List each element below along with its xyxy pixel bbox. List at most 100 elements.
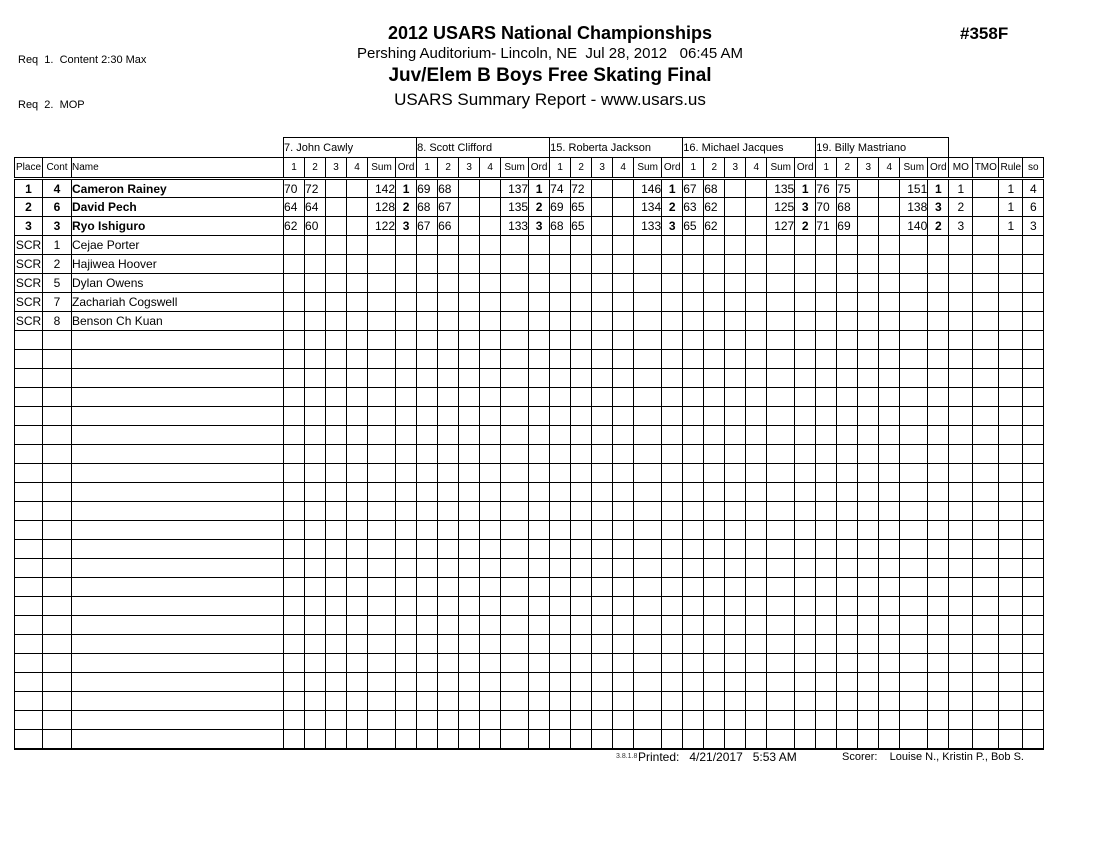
sum-cell (500, 615, 530, 635)
score-cell (815, 729, 838, 750)
sum-cell (766, 311, 796, 331)
score-cell (437, 254, 460, 274)
score-cell (458, 178, 481, 198)
score-cell (857, 463, 880, 483)
sum-cell: 122 (367, 216, 397, 236)
sum-cell (367, 292, 397, 312)
ord-cell (927, 672, 950, 692)
score-cell (416, 311, 439, 331)
score-cell (836, 444, 859, 464)
score-cell (479, 520, 502, 540)
score-cell (878, 501, 901, 521)
score-cell (416, 349, 439, 369)
score-cell (570, 444, 593, 464)
score-cell (815, 235, 838, 255)
score-cell (745, 273, 768, 293)
ord-cell (794, 729, 817, 750)
place-cell (14, 596, 43, 616)
score-cell (304, 482, 327, 502)
score-cell (283, 349, 306, 369)
score-cell: 62 (703, 216, 726, 236)
score-cell (458, 330, 481, 350)
ord-cell (395, 349, 418, 369)
score-cell (570, 615, 593, 635)
score-cell (458, 197, 481, 217)
score-cell (458, 216, 481, 236)
rule-cell (998, 425, 1024, 445)
name-cell (70, 501, 285, 521)
so-cell (1022, 520, 1045, 540)
score-cell (416, 520, 439, 540)
name-cell (70, 387, 285, 407)
ord-cell (927, 406, 950, 426)
tmo-cell (972, 273, 1000, 293)
mo-cell (948, 254, 974, 274)
tmo-cell (972, 634, 1000, 654)
ord-cell (395, 387, 418, 407)
sum-cell (500, 330, 530, 350)
tmo-cell (972, 406, 1000, 426)
score-cell (878, 729, 901, 750)
score-cell (416, 691, 439, 711)
score-cell (304, 634, 327, 654)
score-cell (416, 634, 439, 654)
sum-cell (633, 235, 663, 255)
sum-cell (899, 235, 929, 255)
ord-cell (528, 235, 551, 255)
empty-row (14, 520, 1045, 540)
cont-cell: 7 (42, 292, 72, 312)
cont-cell (42, 596, 72, 616)
ord-cell (528, 387, 551, 407)
mo-cell (948, 311, 974, 331)
score-cell (703, 463, 726, 483)
score-cell (325, 558, 348, 578)
score-cell (703, 729, 726, 750)
so-cell (1022, 558, 1045, 578)
score-cell (836, 235, 859, 255)
score-cell (857, 501, 880, 521)
col-header-score: 3 (458, 157, 481, 180)
score-cell (815, 577, 838, 597)
score-cell (682, 691, 705, 711)
score-cell (878, 197, 901, 217)
score-cell (479, 311, 502, 331)
sum-cell (766, 349, 796, 369)
mo-cell (948, 577, 974, 597)
sum-cell (633, 539, 663, 559)
place-cell (14, 691, 43, 711)
col-header-score: 1 (416, 157, 439, 180)
sum-cell (500, 368, 530, 388)
score-cell (304, 577, 327, 597)
score-cell (878, 425, 901, 445)
score-cell (836, 311, 859, 331)
score-cell (612, 577, 635, 597)
ord-cell: 1 (794, 178, 817, 198)
score-cell (549, 691, 572, 711)
sum-cell (633, 710, 663, 730)
place-cell: SCR (14, 292, 43, 312)
ord-cell (661, 425, 684, 445)
score-cell (857, 729, 880, 750)
ord-cell (395, 634, 418, 654)
score-cell (745, 596, 768, 616)
score-cell (836, 387, 859, 407)
place-cell (14, 710, 43, 730)
ord-cell (794, 634, 817, 654)
score-cell (549, 558, 572, 578)
score-cell: 74 (549, 178, 572, 198)
score-cell (304, 710, 327, 730)
col-header-sum: Sum (899, 157, 929, 180)
ord-cell (794, 425, 817, 445)
ord-cell (794, 368, 817, 388)
score-cell (591, 292, 614, 312)
cont-cell (42, 653, 72, 673)
score-cell (703, 273, 726, 293)
score-cell (437, 292, 460, 312)
ord-cell (661, 596, 684, 616)
name-cell (70, 444, 285, 464)
score-cell (325, 482, 348, 502)
tmo-cell (972, 539, 1000, 559)
score-cell (703, 520, 726, 540)
ord-cell: 2 (927, 216, 950, 236)
score-cell (346, 197, 369, 217)
